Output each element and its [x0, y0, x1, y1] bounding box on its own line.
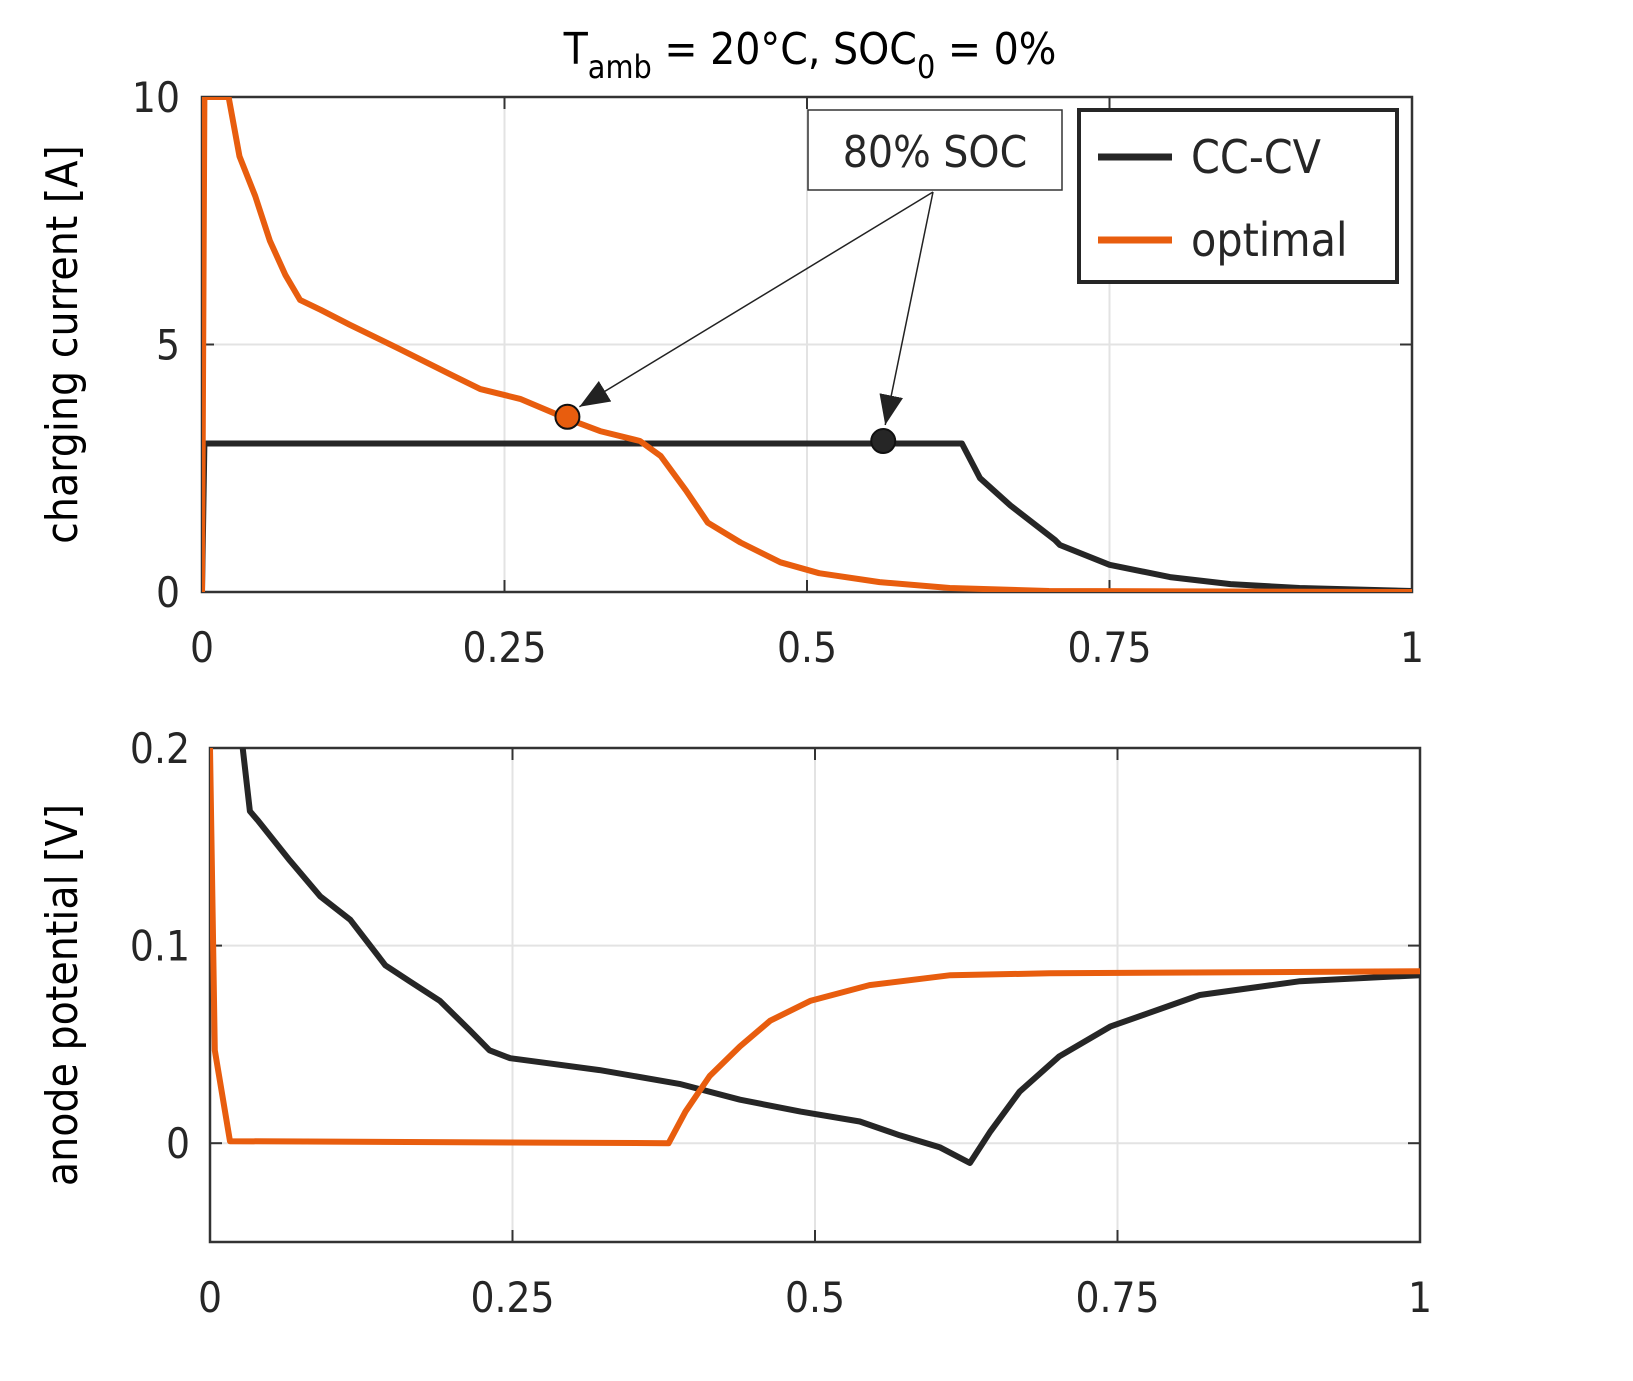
- series-line-optimal: [210, 748, 1420, 1147]
- y-axis-label: anode potential [V]: [37, 804, 88, 1186]
- series-line-cc-cv: [202, 440, 1412, 592]
- y-tick-label: 0: [166, 1119, 190, 1168]
- x-tick-label: 0.5: [785, 1273, 845, 1322]
- y-tick-label: 0.2: [130, 724, 190, 773]
- y-tick-label: 5: [156, 321, 180, 370]
- chart-title: Tamb = 20°C, SOC0 = 0%: [563, 24, 1057, 86]
- legend-label-cc-cv: CC-CV: [1191, 130, 1321, 184]
- x-tick-label: 1: [1400, 623, 1424, 672]
- x-tick-label: 0.75: [1075, 1273, 1159, 1322]
- marker-80soc-optimal: [554, 403, 581, 430]
- y-axis-label: charging current [A]: [37, 145, 88, 544]
- y-tick-label: 0.1: [130, 922, 190, 971]
- y-tick-label: 0: [156, 568, 180, 617]
- annotation-arrow: [879, 191, 934, 426]
- x-tick-label: 1: [1408, 1273, 1432, 1322]
- series-line-cc-cv: [239, 748, 1420, 1166]
- x-tick-label: 0: [190, 623, 214, 672]
- x-tick-label: 0.75: [1067, 623, 1151, 672]
- x-tick-label: 0.25: [470, 1273, 554, 1322]
- marker-80soc-cccv: [870, 428, 897, 455]
- x-tick-label: 0: [198, 1273, 222, 1322]
- legend-box: [1077, 108, 1399, 284]
- bottom-axes: 0 0.25 0.5 0.75 1 0 0.1 0.2 anode potential [V]: [37, 724, 1432, 1322]
- annotation-box: [807, 109, 1063, 191]
- y-tick-label: 10: [132, 73, 180, 122]
- series-line-optimal: [202, 97, 1412, 592]
- legend: CC-CV optimal: [1077, 108, 1399, 284]
- axes-box: [208, 746, 1422, 1244]
- annotation-text: 80% SOC: [843, 127, 1028, 178]
- x-tick-label: 0.5: [777, 623, 837, 672]
- annotation-arrow: [579, 191, 934, 408]
- legend-label-optimal: optimal: [1191, 213, 1348, 267]
- x-tick-label: 0.25: [462, 623, 546, 672]
